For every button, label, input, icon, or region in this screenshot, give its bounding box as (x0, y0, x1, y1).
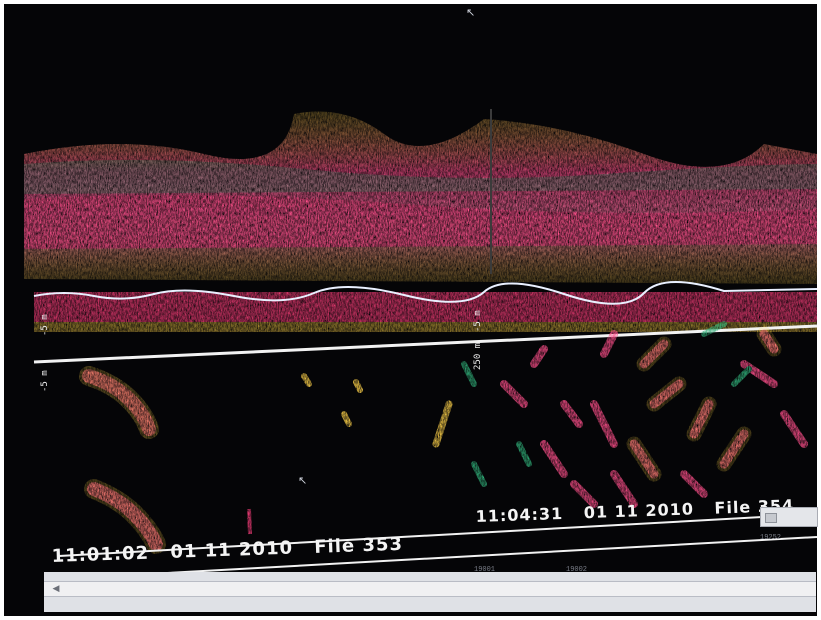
panel-separator (33, 324, 817, 364)
timestamp-date: 01 11 2010 (170, 537, 294, 563)
timestamp-time: 11:01:02 (51, 542, 150, 567)
echosounder-display: -5 m -5 m -5 m 250 m ↖ ↖ (4, 4, 817, 616)
timeline-bar-upper (58, 513, 817, 557)
timestamp-date: 01 11 2010 (583, 499, 695, 523)
timestamp-file: File 353 (313, 533, 404, 558)
arrow-cursor-icon: ↖ (466, 7, 476, 19)
arrow-cursor-icon: ↖ (298, 475, 308, 487)
upper-echo-band (24, 111, 817, 284)
lower-echo-traces (79, 321, 808, 554)
ping-number-label: 19002 (566, 566, 588, 574)
depth-label-mid-b: 250 m (473, 342, 483, 370)
depth-label-upper-left-b: -5 m (40, 370, 50, 392)
echogram-canvas (24, 109, 817, 580)
scroll-thumb-grip (765, 513, 777, 523)
depth-label-mid-a: -5 m (473, 310, 483, 332)
horizontal-scrollbar[interactable] (44, 581, 816, 597)
timestamp-time: 11:04:31 (475, 503, 564, 526)
scroll-left-arrow-icon[interactable]: ◀ (52, 583, 60, 593)
seabed-band (33, 281, 817, 332)
depth-label-upper-left-a: -5 m (40, 314, 50, 336)
ping-number-label: 19252 (760, 534, 782, 542)
scroll-thumb[interactable] (760, 507, 818, 527)
ping-number-label: 19001 (474, 566, 496, 574)
